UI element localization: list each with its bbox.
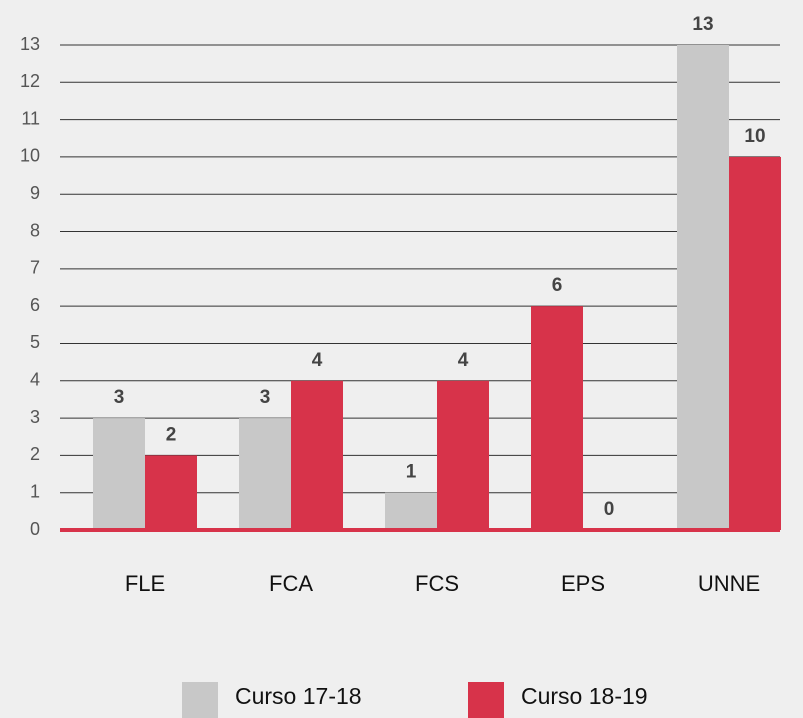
x-tick-label: FCA (269, 571, 313, 596)
legend-swatch (468, 682, 504, 718)
y-tick-label: 8 (30, 220, 40, 240)
y-tick-label: 0 (30, 519, 40, 539)
y-tick-label: 5 (30, 332, 40, 352)
bar (291, 380, 343, 530)
value-label: 4 (312, 350, 323, 371)
bar (437, 380, 489, 530)
y-tick-label: 6 (30, 295, 40, 315)
y-tick-label: 13 (20, 34, 40, 54)
y-tick-label: 4 (30, 370, 40, 390)
x-tick-label: FLE (125, 571, 165, 596)
y-tick-label: 2 (30, 444, 40, 464)
value-label: 3 (114, 387, 125, 408)
y-tick-label: 1 (30, 481, 40, 501)
bar (93, 418, 145, 530)
y-tick-label: 11 (21, 108, 40, 128)
y-tick-label: 3 (30, 407, 40, 427)
bar (239, 418, 291, 530)
x-tick-label: EPS (561, 571, 605, 596)
value-label: 4 (458, 350, 469, 371)
y-tick-label: 10 (20, 146, 40, 166)
value-label: 3 (260, 387, 271, 408)
bar (729, 156, 781, 530)
x-tick-label: FCS (415, 571, 459, 596)
legend-label: Curso 17-18 (235, 683, 362, 709)
value-label: 1 (406, 462, 417, 483)
y-tick-label: 7 (30, 258, 40, 278)
value-label: 0 (604, 499, 615, 520)
legend-swatch (182, 682, 218, 718)
x-tick-label: UNNE (698, 571, 760, 596)
value-label: 6 (552, 275, 563, 296)
y-tick-label: 9 (30, 183, 40, 203)
value-label: 10 (744, 126, 765, 147)
bar (145, 455, 197, 530)
legend-label: Curso 18-19 (521, 683, 648, 709)
value-label: 2 (166, 424, 177, 445)
value-label: 13 (692, 14, 713, 35)
bar (385, 492, 437, 530)
y-tick-label: 12 (20, 71, 40, 91)
bar (677, 45, 729, 530)
bar (531, 306, 583, 530)
